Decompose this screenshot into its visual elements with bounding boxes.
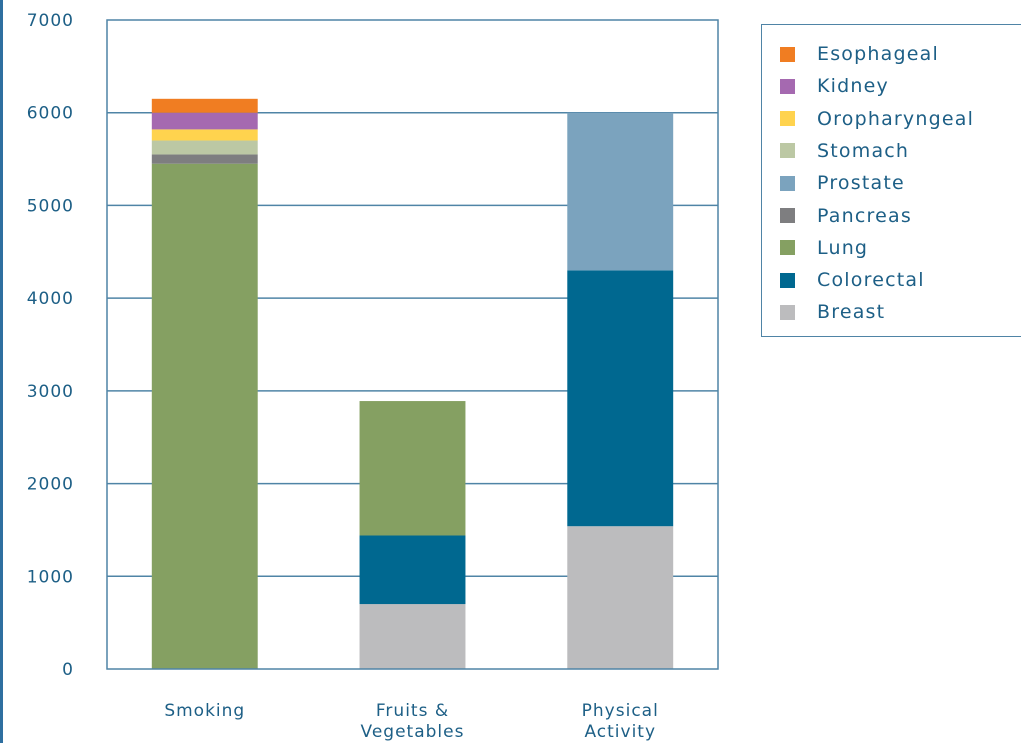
- legend-swatch: [780, 111, 795, 127]
- x-category-label: Physical: [582, 701, 659, 721]
- legend-item-kidney: Kidney: [780, 73, 889, 99]
- y-tick-label: 4000: [27, 289, 74, 309]
- legend-swatch: [780, 143, 795, 159]
- legend-item-colorectal: Colorectal: [780, 267, 925, 293]
- legend-swatch: [780, 240, 795, 256]
- legend-label: Esophageal: [817, 43, 939, 65]
- bar-segment-breast: [359, 604, 466, 669]
- bar-segment-lung: [151, 163, 258, 669]
- bar-segment-breast: [567, 526, 674, 669]
- legend-swatch: [780, 78, 795, 94]
- legend-swatch: [780, 272, 795, 288]
- legend-label: Stomach: [817, 139, 910, 162]
- legend-swatch: [780, 46, 795, 62]
- y-axis-ticks: 0 1000 2000 3000 4000 5000 6000 7000: [27, 11, 74, 680]
- bar-segment-prostate: [567, 112, 674, 271]
- legend: Esophageal Kidney Oropharyngeal Stomach Pros…: [761, 24, 1021, 337]
- legend-swatch: [780, 304, 795, 320]
- x-category-label: Vegetables: [361, 722, 465, 742]
- legend-label: Prostate: [817, 172, 905, 195]
- legend-item-pancreas: Pancreas: [780, 203, 912, 229]
- legend-label: Oropharyngeal: [817, 107, 975, 130]
- x-axis-categories: Smoking Fruits &Vegetables PhysicalActivit…: [164, 701, 659, 742]
- legend-item-esophageal: Esophageal: [780, 41, 939, 67]
- legend-item-stomach: Stomach: [780, 138, 909, 164]
- legend-item-lung: Lung: [780, 235, 868, 261]
- legend-item-oropharyngeal: Oropharyngeal: [780, 106, 974, 132]
- y-tick-label: 1000: [27, 567, 74, 587]
- y-tick-label: 3000: [27, 382, 74, 402]
- y-tick-label: 5000: [27, 196, 74, 216]
- x-category-label: Fruits &: [376, 701, 449, 721]
- plot-area-border: [106, 19, 719, 670]
- y-tick-label: 0: [62, 660, 74, 680]
- legend-item-breast: Breast: [780, 299, 885, 325]
- legend-label: Kidney: [817, 75, 889, 98]
- y-tick-label: 6000: [27, 104, 74, 124]
- frame-border: [0, 0, 3, 743]
- legend-item-prostate: Prostate: [780, 170, 905, 196]
- bar-segment-esophageal: [151, 98, 258, 113]
- bar-segment-pancreas: [151, 154, 258, 164]
- legend-label: Breast: [817, 301, 886, 324]
- x-category-label: Activity: [584, 722, 656, 742]
- bars: [151, 98, 674, 669]
- stacked-bar-chart: 0 1000 2000 3000 4000 5000 6000 7000 Smoking Fru…: [27, 11, 719, 742]
- y-tick-label: 2000: [27, 475, 74, 495]
- bar-segment-kidney: [151, 112, 258, 130]
- legend-swatch: [780, 175, 795, 191]
- bar-segment-colorectal: [359, 535, 466, 605]
- bar-segment-stomach: [151, 140, 258, 155]
- legend-swatch: [780, 208, 795, 223]
- bar-segment-oropharyngeal: [151, 129, 258, 141]
- bar-segment-lung: [359, 401, 466, 536]
- y-tick-label: 7000: [27, 11, 74, 31]
- legend-label: Colorectal: [817, 269, 925, 292]
- x-category-label: Smoking: [164, 701, 245, 721]
- bar-segment-colorectal: [567, 270, 674, 527]
- legend-label: Pancreas: [817, 204, 912, 227]
- legend-label: Lung: [817, 236, 869, 259]
